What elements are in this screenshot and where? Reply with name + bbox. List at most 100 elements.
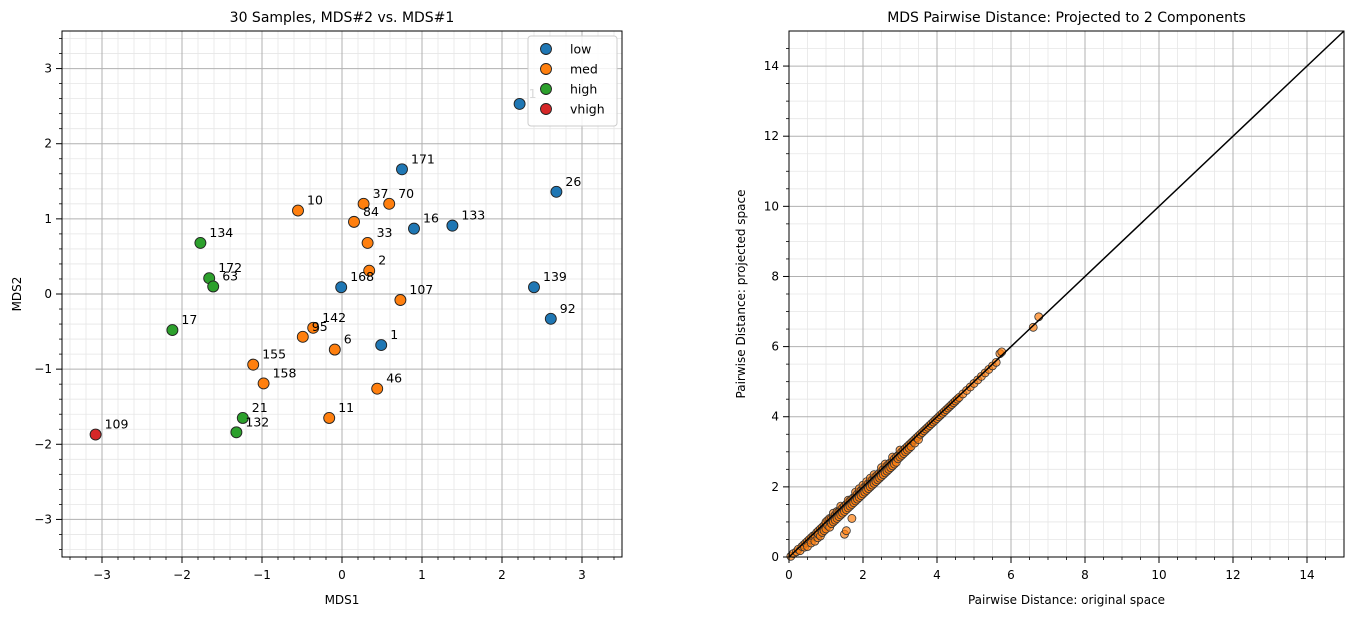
- right-x-tick-label: 10: [1151, 568, 1166, 582]
- point-label: 33: [377, 225, 393, 240]
- point-label: 70: [398, 186, 414, 201]
- scatter-point-low: [335, 281, 348, 294]
- scatter-point-vhigh: [89, 428, 102, 441]
- scatter-point-low: [544, 312, 557, 325]
- left-point-labels: 1171261613316813992110377084332107142956…: [105, 86, 582, 432]
- scatter-point-med: [307, 321, 320, 334]
- scatter-point-low: [550, 185, 563, 198]
- scatter-point-med: [328, 343, 341, 356]
- scatter-point-high: [236, 412, 249, 424]
- legend-label-med: med: [570, 62, 598, 77]
- distance-point: [841, 526, 851, 536]
- left-x-tick-label: 3: [578, 568, 586, 582]
- right-x-tick-label: 14: [1299, 568, 1314, 582]
- point-label: 95: [312, 319, 328, 334]
- legend-label-low: low: [570, 42, 591, 57]
- right-chart-title: MDS Pairwise Distance: Projected to 2 Co…: [887, 10, 1246, 26]
- legend-label-vhigh: vhigh: [570, 102, 605, 117]
- left-y-tick-label: −1: [34, 362, 52, 376]
- right-y-axis-label: Pairwise Distance: projected space: [734, 190, 748, 399]
- scatter-point-med: [348, 215, 360, 228]
- point-label: 10: [307, 193, 323, 208]
- scatter-point-high: [194, 236, 207, 249]
- left-x-axis-label: MDS1: [325, 593, 360, 607]
- legend-marker-vhigh: [540, 103, 552, 115]
- point-label: 155: [262, 347, 286, 362]
- scatter-point-low: [375, 339, 388, 352]
- right-y-tick-label: 12: [764, 129, 779, 143]
- left-x-tick-label: −2: [173, 568, 191, 582]
- left-y-tick-label: 1: [44, 212, 52, 226]
- point-label: 171: [411, 151, 435, 166]
- point-label: 17: [181, 312, 197, 327]
- scatter-point-low: [446, 219, 459, 232]
- left-y-axis-label: MDS2: [10, 277, 24, 312]
- point-label: 133: [461, 208, 485, 223]
- point-label: 63: [222, 268, 238, 283]
- right-x-tick-label: 8: [1081, 568, 1089, 582]
- point-label: 11: [338, 400, 354, 415]
- right-x-tick-label: 6: [1007, 568, 1015, 582]
- legend-marker-high: [540, 83, 552, 95]
- right-y-tick-label: 4: [771, 410, 779, 424]
- right-y-tick-label: 6: [771, 340, 779, 354]
- point-label: 84: [363, 204, 379, 219]
- scatter-point-high: [230, 426, 243, 439]
- point-label: 132: [245, 414, 269, 429]
- right-x-axis-label: Pairwise Distance: original space: [968, 593, 1165, 607]
- legend-box: [527, 35, 618, 127]
- scatter-point-med: [363, 264, 376, 277]
- point-label: 158: [273, 365, 297, 380]
- scatter-point-med: [361, 236, 374, 249]
- point-label: 37: [373, 186, 389, 201]
- scatter-point-low: [408, 222, 420, 235]
- left-x-tick-label: −3: [93, 568, 111, 582]
- right-x-tick-label: 2: [859, 568, 867, 582]
- legend-label-high: high: [570, 82, 597, 97]
- point-label: 2: [378, 253, 386, 268]
- scatter-point-med: [323, 412, 336, 424]
- right-x-tick-label: 0: [785, 568, 793, 582]
- right-y-tick-label: 0: [771, 550, 779, 564]
- left-points: [89, 97, 563, 441]
- scatter-point-med: [383, 197, 396, 210]
- right-y-tick-label: 10: [764, 199, 779, 213]
- scatter-point-low: [396, 163, 408, 176]
- right-y-tick-label: 14: [764, 59, 779, 73]
- point-label: 16: [423, 211, 439, 226]
- scatter-point-med: [296, 330, 309, 343]
- left-x-tick-label: 0: [338, 568, 346, 582]
- left-y-tick-label: −2: [34, 437, 52, 451]
- scatter-point-med: [292, 204, 304, 217]
- point-label: 134: [209, 225, 233, 240]
- point-label: 109: [105, 417, 129, 432]
- pairwise-distance-panel: 00 2 2 4 4 6 6 8 8 10 10 12 12 14 14 MDS Pairwise Dist…: [734, 10, 1345, 607]
- legend-marker-low: [540, 43, 552, 55]
- scatter-point-med: [394, 294, 407, 306]
- point-label: 46: [386, 371, 402, 386]
- scatter-point-med: [247, 358, 260, 371]
- legend-marker-med: [540, 63, 552, 75]
- left-y-tick-label: 3: [44, 62, 52, 76]
- scatter-point-high: [207, 280, 220, 293]
- left-chart-title: 30 Samples, MDS#2 vs. MDS#1: [230, 10, 455, 26]
- point-label: 21: [252, 400, 268, 415]
- right-x-tick-label: 4: [933, 568, 941, 582]
- right-y-tick-label: 8: [771, 269, 779, 283]
- left-y-tick-label: 2: [44, 137, 52, 151]
- left-x-tick-label: 2: [498, 568, 506, 582]
- point-label: 92: [560, 301, 576, 316]
- right-y-tick-label: 2: [771, 480, 779, 494]
- point-label: 1: [390, 327, 398, 342]
- scatter-point-med: [371, 382, 384, 395]
- distance-point: [991, 357, 1001, 367]
- scatter-point-low: [528, 281, 540, 294]
- scatter-point-med: [257, 377, 270, 390]
- point-label: 26: [565, 174, 581, 189]
- scatter-point-med: [357, 197, 370, 210]
- distance-point: [847, 514, 857, 523]
- left-grid: [62, 31, 622, 557]
